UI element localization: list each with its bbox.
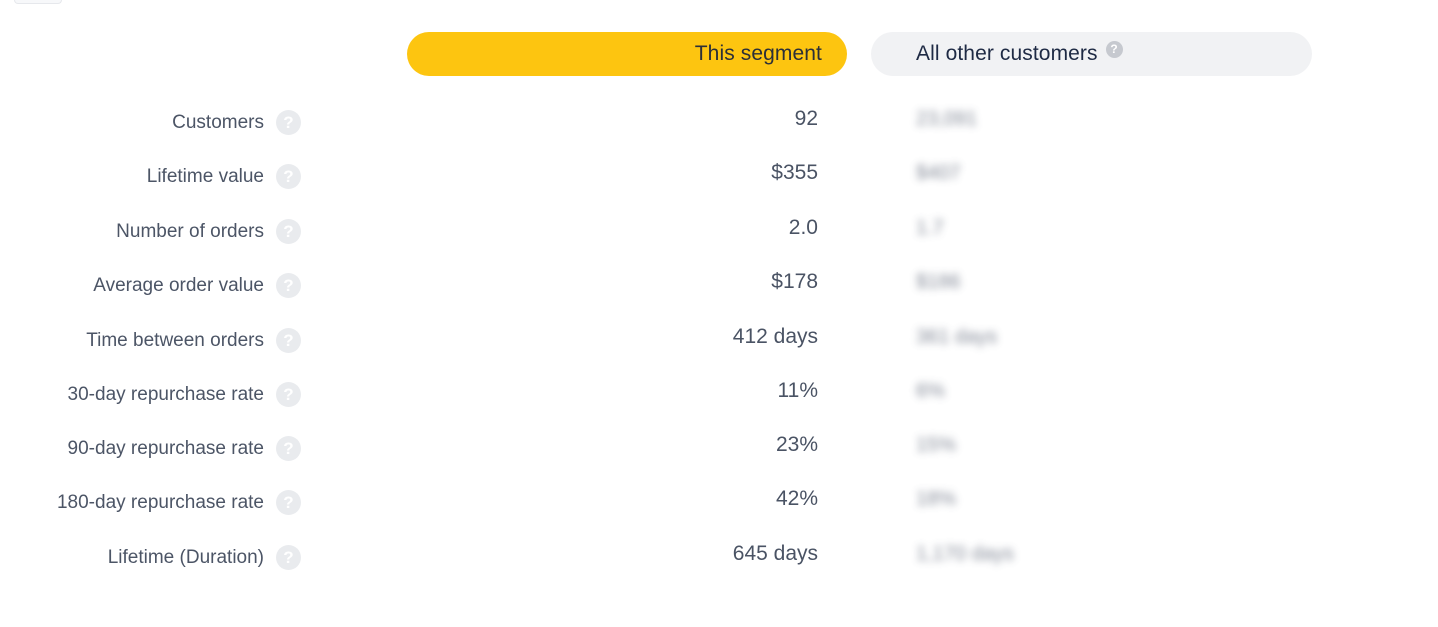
segment-value: 11%: [777, 379, 818, 402]
question-circle-icon[interactable]: ?: [276, 164, 301, 189]
metric-row-90-day-repurchase-rate: 90-day repurchase rate ? 23% 15%: [0, 433, 1438, 466]
segment-value: 23%: [775, 433, 818, 456]
segment-value: $355: [771, 161, 818, 184]
other-customers-value: 1.7: [916, 217, 944, 239]
other-customers-value: 1,170 days: [916, 543, 1014, 565]
this-segment-header: This segment: [407, 32, 847, 76]
other-customers-value: $407: [916, 162, 961, 184]
metric-label: Customers: [172, 112, 264, 133]
segment-value: 42%: [775, 487, 818, 510]
segment-value: 2.0: [788, 216, 818, 239]
metric-label: Lifetime value: [146, 166, 264, 187]
metric-label: Average order value: [93, 275, 264, 296]
other-customers-value: 361 days: [916, 326, 998, 348]
question-circle-icon[interactable]: ?: [276, 219, 301, 244]
question-circle-icon[interactable]: ?: [276, 490, 301, 515]
question-circle-icon[interactable]: ?: [276, 328, 301, 353]
other-customers-value: 18%: [916, 488, 957, 510]
metric-row-average-order-value: Average order value ? $178 $186: [0, 270, 1438, 303]
other-customers-value: $186: [916, 271, 961, 293]
other-customers-value: 15%: [916, 434, 957, 456]
metric-row-30-day-repurchase-rate: 30-day repurchase rate ? 11% 6%: [0, 379, 1438, 412]
question-circle-icon[interactable]: ?: [276, 110, 301, 135]
metric-row-180-day-repurchase-rate: 180-day repurchase rate ? 42% 18%: [0, 487, 1438, 520]
metric-row-number-of-orders: Number of orders ? 2.0 1.7: [0, 216, 1438, 249]
question-circle-icon[interactable]: ?: [276, 382, 301, 407]
other-customers-value: 23,091: [916, 108, 978, 130]
segment-value: 645 days: [732, 542, 818, 565]
metric-row-customers: Customers ? 92 23,091: [0, 107, 1438, 140]
segment-value: $178: [771, 270, 818, 293]
metric-label: 90-day repurchase rate: [67, 438, 264, 459]
metric-label: 180-day repurchase rate: [56, 492, 264, 513]
metric-row-time-between-orders: Time between orders ? 412 days 361 days: [0, 325, 1438, 358]
question-circle-icon[interactable]: ?: [276, 436, 301, 461]
question-circle-icon[interactable]: ?: [276, 545, 301, 570]
this-segment-label: This segment: [694, 42, 822, 65]
question-circle-icon[interactable]: ?: [1105, 40, 1123, 58]
all-other-customers-header: All other customers ?: [871, 32, 1312, 76]
segment-value: 92: [794, 107, 818, 130]
metric-label: Time between orders: [86, 330, 264, 351]
metric-row-lifetime-value: Lifetime value ? $355 $407: [0, 161, 1438, 194]
metric-row-lifetime-duration: Lifetime (Duration) ? 645 days 1,170 day…: [0, 542, 1438, 575]
metric-label: Lifetime (Duration): [107, 547, 264, 568]
metric-label: Number of orders: [116, 221, 264, 242]
all-other-customers-label: All other customers: [916, 42, 1098, 65]
question-circle-icon[interactable]: ?: [276, 273, 301, 298]
other-customers-value: 6%: [916, 380, 945, 402]
top-left-tab[interactable]: [14, 0, 62, 4]
segment-value: 412 days: [732, 325, 818, 348]
metric-label: 30-day repurchase rate: [67, 384, 264, 405]
